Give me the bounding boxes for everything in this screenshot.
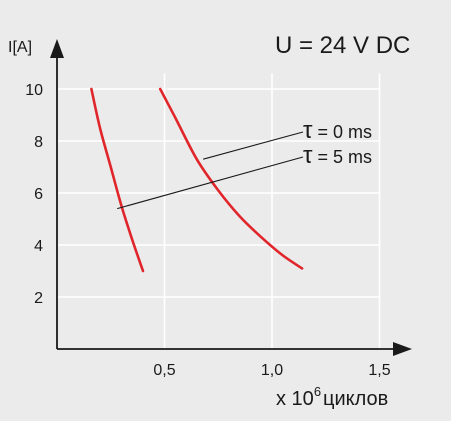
- x-axis-label: x 106 циклов: [276, 384, 388, 410]
- annotation-label-0: τ = 0 ms: [303, 117, 372, 144]
- x-tick-label: 1,5: [368, 362, 390, 379]
- chart-title: U = 24 V DC: [275, 32, 410, 59]
- y-axis-arrow: [50, 39, 64, 58]
- tau-symbol: τ: [303, 117, 313, 144]
- curves: [90, 87, 304, 273]
- series-line-0: [90, 87, 145, 273]
- annotation-leader-1: [117, 156, 304, 210]
- x-axis-label-prefix: x 10: [276, 388, 314, 410]
- y-tick-label: 8: [34, 134, 43, 151]
- y-tick-label: 4: [34, 238, 43, 255]
- series-line-1: [158, 87, 304, 270]
- x-axis-arrow: [393, 342, 412, 356]
- y-tick-label: 2: [34, 290, 43, 307]
- annotation-leader-0: [203, 131, 304, 160]
- annotation-label-1: τ = 5 ms: [303, 142, 372, 169]
- y-tick-labels: 2 4 6 8 10: [25, 82, 43, 307]
- y-tick-label: 10: [25, 82, 43, 99]
- y-tick-label: 6: [34, 186, 43, 203]
- x-axis-label-suffix: циклов: [323, 388, 388, 410]
- x-axis-label-exponent: 6: [314, 384, 321, 399]
- y-axis-label: I[A]: [8, 39, 32, 56]
- x-tick-labels: 0,5 1,0 1,5: [153, 362, 390, 379]
- grid: [57, 73, 381, 349]
- annotation-text: = 0 ms: [312, 122, 372, 142]
- x-tick-label: 0,5: [153, 362, 175, 379]
- annotation-labels: τ = 0 msτ = 5 ms: [303, 117, 372, 169]
- annotation-text: = 5 ms: [312, 147, 372, 167]
- annotation-leaders: [117, 131, 304, 210]
- tau-symbol: τ: [303, 142, 313, 169]
- x-tick-label: 1,0: [261, 362, 283, 379]
